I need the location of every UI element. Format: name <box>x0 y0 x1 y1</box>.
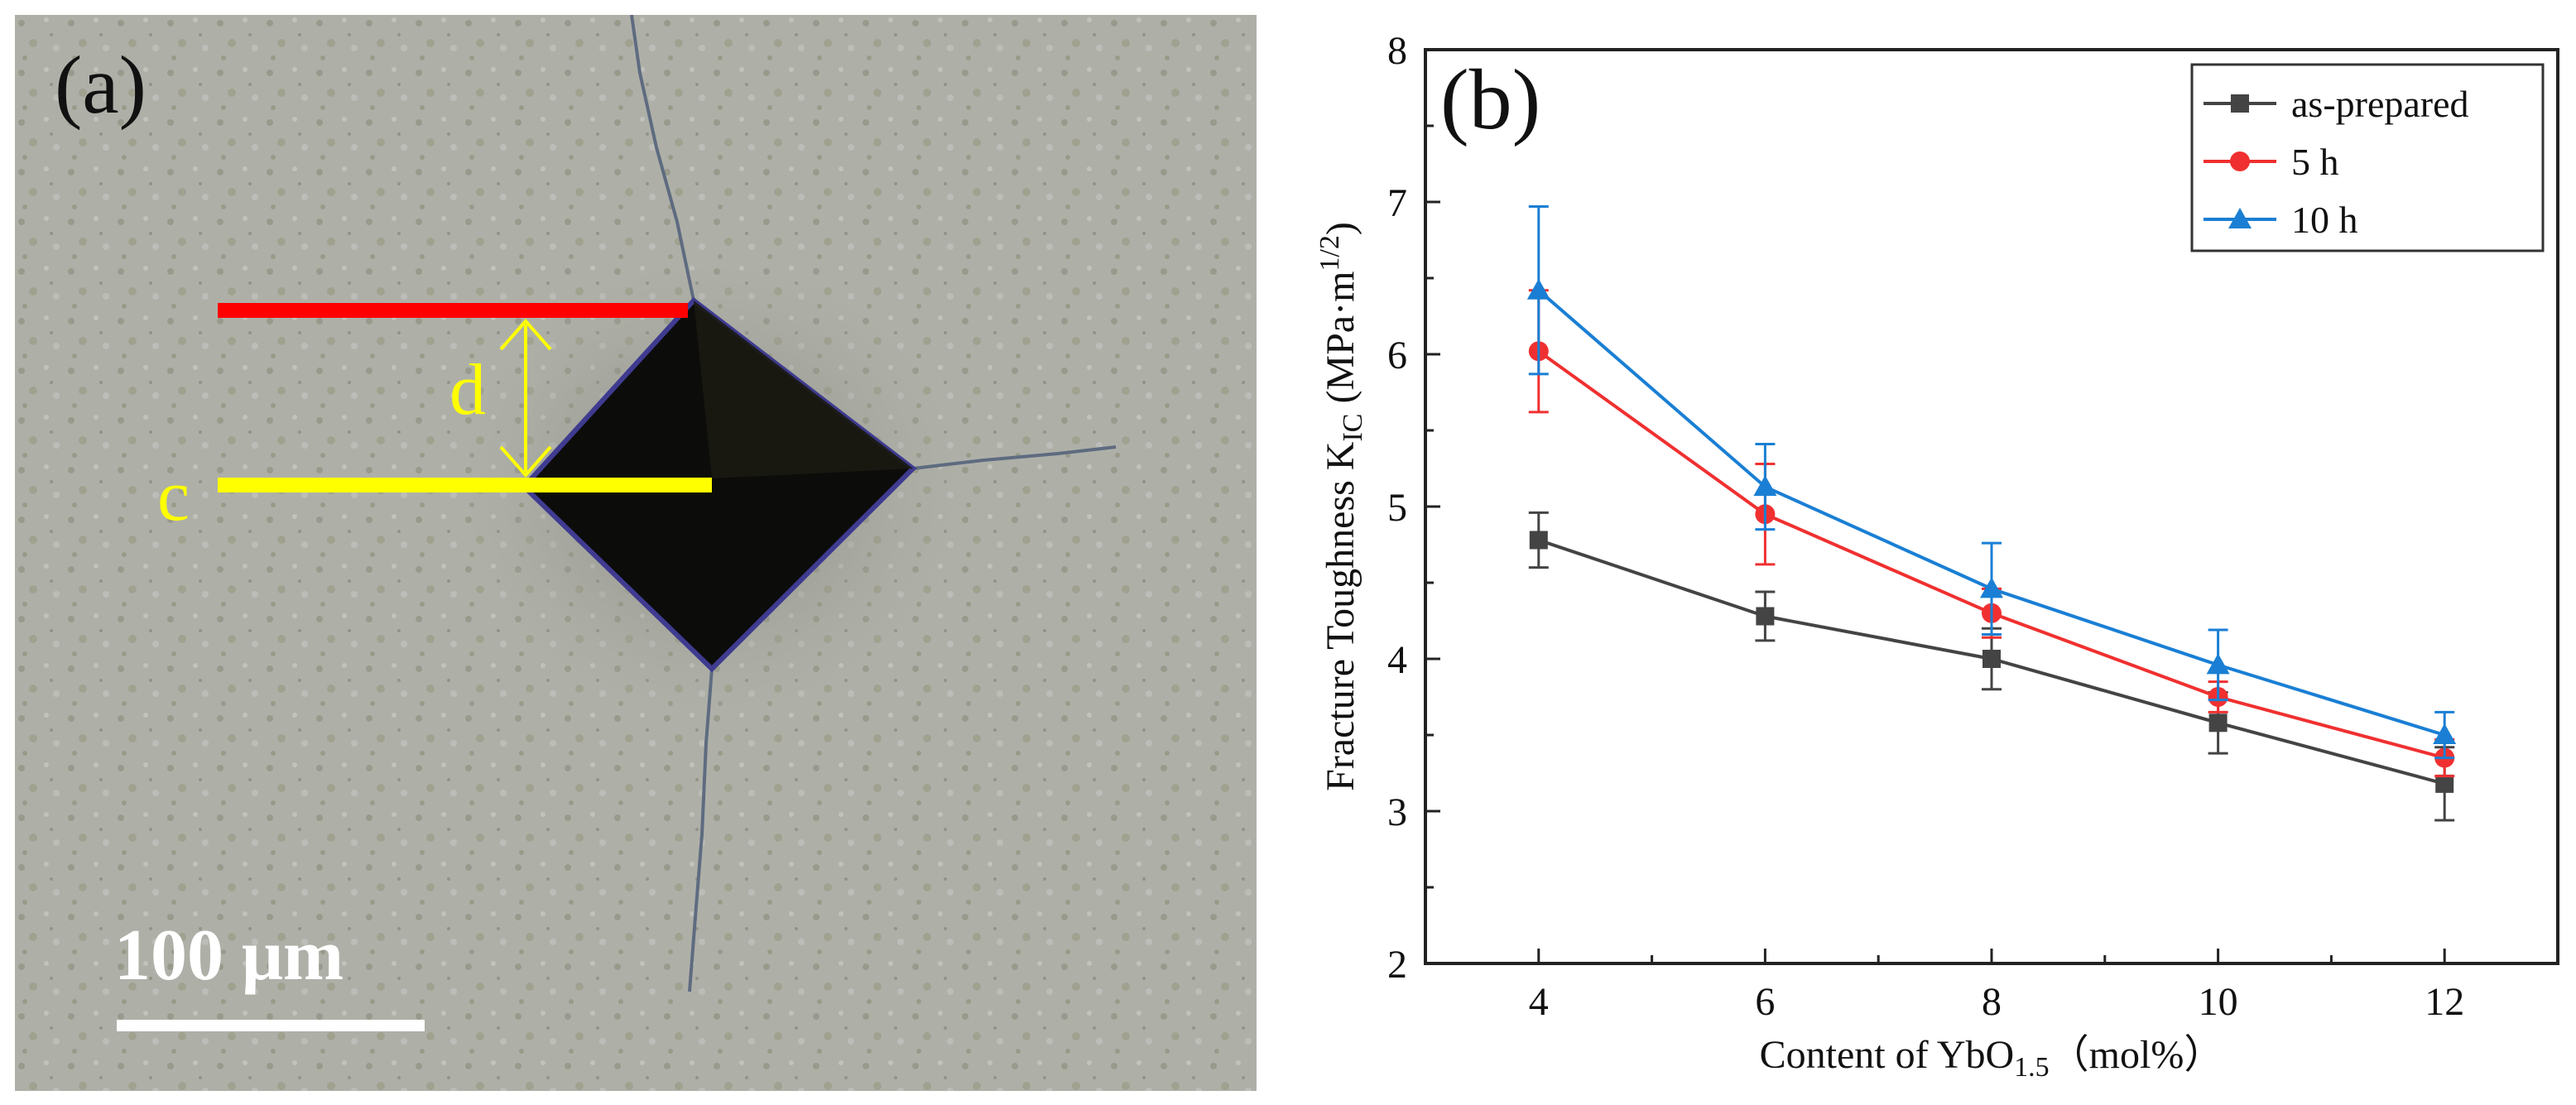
data-point <box>2435 774 2454 793</box>
legend-marker <box>2230 151 2250 171</box>
y-axis-title-unit: (MPa·m <box>1319 271 1362 414</box>
c-label: c <box>157 456 190 536</box>
y-tick-label: 6 <box>1387 334 1407 377</box>
x-tick-label: 10 <box>2199 980 2238 1024</box>
scale-bar <box>117 1020 425 1031</box>
x-axis-title-unit: （mol%） <box>2050 1033 2224 1077</box>
x-tick-label: 12 <box>2425 980 2464 1024</box>
data-point <box>1753 475 1777 497</box>
y-tick-label: 7 <box>1387 181 1407 225</box>
y-axis-title-sup: 1/2 <box>1314 235 1345 271</box>
d-arrow-head-bottom <box>499 445 552 478</box>
y-tick-label: 8 <box>1387 29 1407 73</box>
crack-bottom <box>688 668 714 992</box>
axis-ticks: 2 3 4 5 6 7 8 4 6 8 10 12 <box>1387 29 2559 1024</box>
legend: as-prepared 5 h 10 h <box>2190 63 2545 252</box>
y-tick-label: 2 <box>1387 943 1407 987</box>
d-arrow-head-top <box>499 318 552 351</box>
y-tick-label: 4 <box>1387 638 1407 682</box>
panel-b-label: (b) <box>1440 52 1540 147</box>
d-label: d <box>449 350 486 430</box>
x-tick-label: 8 <box>1982 980 2002 1024</box>
x-tick-label: 6 <box>1755 980 1775 1024</box>
y-axis-title: Fracture Toughness KIC (MPa·m1/2) <box>1314 222 1368 791</box>
y-axis-title-close: ) <box>1319 222 1362 235</box>
y-axis-title-main: Fracture Toughness K <box>1319 441 1362 791</box>
micrograph-panel: d c (a) 100 μm <box>15 15 1257 1091</box>
data-point <box>1982 650 2001 668</box>
panel-a-label: (a) <box>55 39 147 131</box>
x-tick-label: 4 <box>1529 980 1549 1024</box>
data-point <box>1526 278 1550 300</box>
data-point <box>2208 713 2228 733</box>
toughness-chart: 2 3 4 5 6 7 8 4 6 8 10 12 (b) Fracture Toughness KI… <box>1314 29 2559 1083</box>
crack-top <box>630 15 695 301</box>
data-point <box>1529 531 1548 550</box>
legend-marker <box>2231 94 2249 113</box>
legend-label: 5 h <box>2291 141 2339 183</box>
series-1 <box>1528 511 2455 822</box>
legend-label: 10 h <box>2291 199 2358 241</box>
data-point <box>2206 653 2230 675</box>
series-3 <box>1526 205 2457 760</box>
x-axis-title: Content of YbO1.5（mol%） <box>1760 1033 2224 1083</box>
data-point <box>1756 607 1775 626</box>
indent-facet <box>694 300 913 478</box>
y-tick-label: 3 <box>1387 790 1407 834</box>
x-axis-title-sub: 1.5 <box>2014 1052 2050 1083</box>
legend-label: as-prepared <box>2291 83 2469 125</box>
series-layer <box>1526 205 2457 822</box>
series-2 <box>1528 289 2455 778</box>
scale-bar-label: 100 μm <box>114 915 344 996</box>
data-point <box>1980 577 2003 598</box>
data-point <box>2433 723 2457 744</box>
y-axis-title-sub: IC <box>1338 414 1368 442</box>
legend-marker <box>2228 208 2252 228</box>
crack-right <box>912 445 1117 470</box>
y-tick-label: 5 <box>1387 486 1407 530</box>
x-axis-title-main: Content of YbO <box>1760 1033 2015 1077</box>
